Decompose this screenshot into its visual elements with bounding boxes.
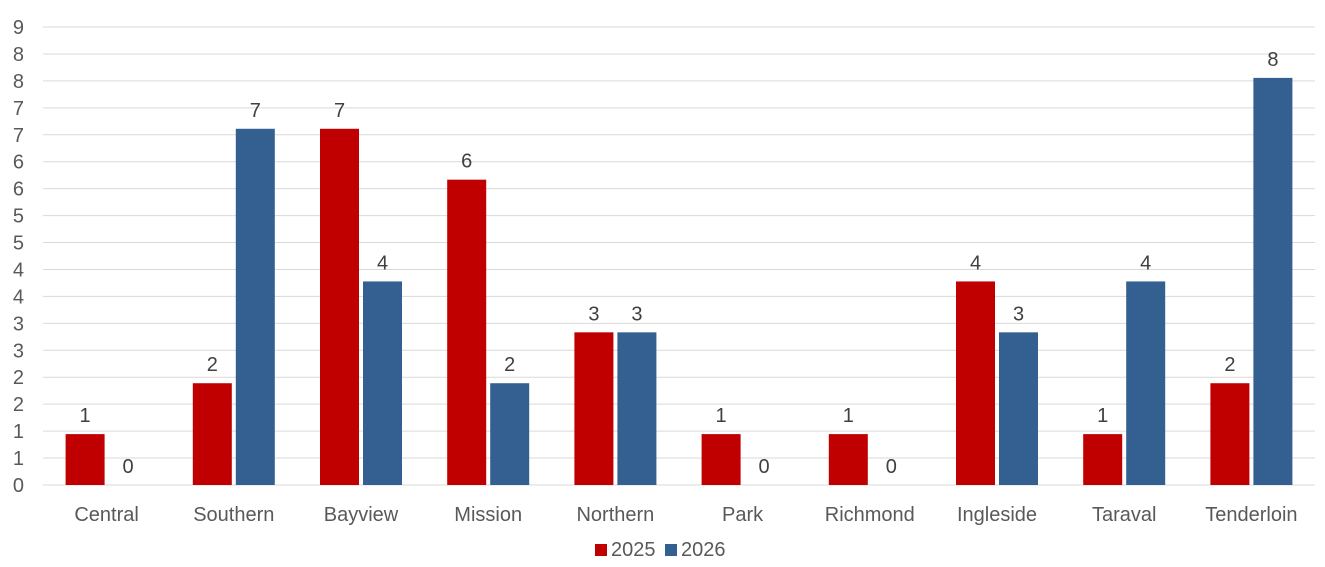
data-label: 1 (716, 405, 727, 427)
gridlines (43, 26, 1315, 486)
bar-2026-southern (235, 128, 275, 485)
y-tick-label: 5 (13, 233, 24, 255)
x-tick-label: Richmond (825, 504, 915, 526)
bar-2025-southern (192, 383, 232, 485)
x-tick-label: Mission (454, 504, 522, 526)
y-tick-label: 3 (13, 340, 24, 362)
y-tick-label: 4 (13, 286, 24, 308)
x-tick-label: Tenderloin (1205, 504, 1297, 526)
legend: 2025 2026 (595, 539, 726, 561)
y-tick-label: 2 (13, 394, 24, 416)
data-label: 8 (1267, 49, 1278, 71)
x-tick-label: Southern (193, 504, 274, 526)
y-tick-label: 3 (13, 313, 24, 335)
data-label: 3 (1013, 303, 1024, 325)
bar-2025-park (701, 434, 741, 485)
bar-2026-northern (617, 332, 657, 485)
bar-2026-bayview (363, 281, 402, 485)
data-label: 0 (759, 456, 770, 478)
data-label: 2 (504, 354, 515, 376)
data-label: 7 (334, 100, 345, 122)
data-label: 2 (1224, 354, 1235, 376)
bar-2025-richmond (828, 434, 868, 485)
data-label: 4 (377, 252, 388, 274)
x-tick-label: Bayview (324, 504, 399, 526)
bar-2025-taraval (1083, 434, 1123, 485)
bar-2026-ingleside (999, 332, 1038, 485)
y-tick-label: 6 (13, 152, 24, 174)
data-label: 2 (207, 354, 218, 376)
data-label: 3 (631, 303, 642, 325)
data-label: 1 (1097, 405, 1108, 427)
y-tick-label: 7 (13, 98, 24, 120)
legend-label-2026: 2026 (681, 539, 726, 561)
y-tick-label: 8 (13, 44, 24, 66)
y-tick-label: 6 (13, 179, 24, 201)
data-label: 0 (886, 456, 897, 478)
bars (65, 77, 1293, 485)
x-axis-ticks: Central Southern Bayview Mission Northern Par… (74, 504, 1297, 526)
y-tick-label: 1 (13, 421, 24, 443)
data-label: 4 (1140, 252, 1151, 274)
x-tick-label: Northern (576, 504, 654, 526)
data-label: 7 (250, 100, 261, 122)
x-tick-label: Central (74, 504, 138, 526)
data-label: 3 (588, 303, 599, 325)
legend-swatch-2025 (595, 544, 607, 556)
data-label: 0 (123, 456, 134, 478)
x-tick-label: Park (722, 504, 764, 526)
bar-2025-central (65, 434, 105, 485)
y-tick-label: 2 (13, 367, 24, 389)
y-tick-label: 9 (13, 17, 24, 39)
data-label: 4 (970, 252, 981, 274)
data-label: 1 (80, 405, 91, 427)
legend-swatch-2026 (665, 544, 677, 556)
data-label: 1 (843, 405, 854, 427)
y-tick-label: 8 (13, 71, 24, 93)
bar-2025-bayview (320, 128, 359, 485)
bar-2026-tenderloin (1253, 77, 1293, 485)
data-labels: 1 0 2 7 7 4 6 2 3 3 1 0 1 0 4 3 1 4 2 8 (80, 49, 1279, 478)
y-tick-label: 1 (13, 448, 24, 470)
y-tick-label: 5 (13, 206, 24, 228)
y-axis-ticks: 0 1 1 2 2 3 3 4 4 5 5 6 6 7 7 8 8 9 (13, 17, 24, 497)
bar-2026-taraval (1126, 281, 1166, 485)
y-tick-label: 7 (13, 125, 24, 147)
y-tick-label: 0 (13, 475, 24, 497)
x-tick-label: Ingleside (957, 504, 1037, 526)
bar-2025-mission (447, 179, 487, 485)
bar-2025-northern (574, 332, 614, 485)
bar-2025-tenderloin (1210, 383, 1250, 485)
data-label: 6 (461, 151, 472, 173)
bar-2025-ingleside (956, 281, 995, 485)
x-tick-label: Taraval (1092, 504, 1156, 526)
bar-2026-mission (490, 383, 530, 485)
legend-label-2025: 2025 (611, 539, 656, 561)
y-tick-label: 4 (13, 259, 24, 281)
